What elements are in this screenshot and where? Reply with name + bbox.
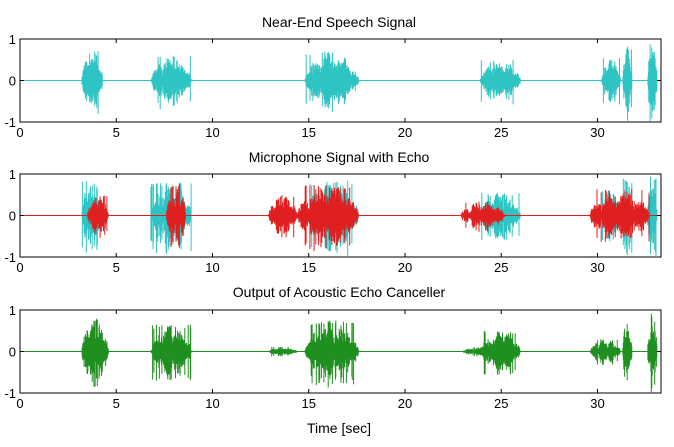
plot-area: 0 5 10 15 20 25 30-101 bbox=[4, 167, 662, 275]
y-tick-label: -1 bbox=[4, 115, 16, 130]
plot-area: 0 5 10 15 20 25 30-101 bbox=[4, 303, 662, 411]
x-tick-label: 20 bbox=[398, 396, 412, 411]
x-tick-label: 30 bbox=[590, 396, 604, 411]
x-tick-label: 0 bbox=[16, 260, 23, 275]
x-tick-label: 20 bbox=[398, 260, 412, 275]
x-tick-label: 0 bbox=[16, 396, 23, 411]
panel-echo-canceller-output: Output of Acoustic Echo Canceller 0 5 10 15… bbox=[4, 284, 662, 436]
x-tick-label: 5 bbox=[113, 125, 120, 140]
x-tick-label: 15 bbox=[302, 396, 316, 411]
signal-series-0 bbox=[20, 44, 661, 122]
x-tick-label: 10 bbox=[205, 260, 219, 275]
y-tick-label: 0 bbox=[9, 74, 16, 89]
chart-title: Output of Acoustic Echo Canceller bbox=[233, 284, 446, 300]
panel-near-end-speech: Near-End Speech Signal 0 5 10 15 20 25 30-101 bbox=[4, 14, 662, 140]
x-axis-label: Time [sec] bbox=[307, 420, 371, 436]
chart-title: Microphone Signal with Echo bbox=[249, 149, 430, 165]
x-tick-label: 25 bbox=[494, 125, 508, 140]
chart-title: Near-End Speech Signal bbox=[262, 14, 416, 30]
x-tick-label: 25 bbox=[494, 396, 508, 411]
y-tick-label: -1 bbox=[4, 250, 16, 265]
plot-area: 0 5 10 15 20 25 30-101 bbox=[4, 32, 662, 140]
y-tick-label: 0 bbox=[9, 209, 16, 224]
y-tick-label: 0 bbox=[9, 345, 16, 360]
x-tick-label: 25 bbox=[494, 260, 508, 275]
signal-series-1 bbox=[20, 183, 661, 252]
x-tick-label: 30 bbox=[590, 260, 604, 275]
y-tick-label: 1 bbox=[9, 32, 16, 47]
panel-microphone-signal: Microphone Signal with Echo 0 5 10 15 20 25 30… bbox=[4, 149, 662, 275]
x-tick-label: 20 bbox=[398, 125, 412, 140]
x-tick-label: 30 bbox=[590, 125, 604, 140]
x-tick-label: 15 bbox=[302, 260, 316, 275]
x-tick-label: 10 bbox=[205, 396, 219, 411]
y-tick-label: -1 bbox=[4, 386, 16, 401]
y-tick-label: 1 bbox=[9, 167, 16, 182]
x-tick-label: 10 bbox=[205, 125, 219, 140]
x-tick-label: 5 bbox=[113, 260, 120, 275]
x-tick-label: 15 bbox=[302, 125, 316, 140]
y-tick-label: 1 bbox=[9, 303, 16, 318]
x-tick-label: 5 bbox=[113, 396, 120, 411]
signal-series-0 bbox=[20, 313, 661, 393]
x-tick-label: 0 bbox=[16, 125, 23, 140]
